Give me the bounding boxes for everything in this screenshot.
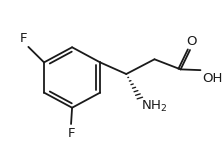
Text: OH: OH — [202, 72, 223, 85]
Text: F: F — [67, 127, 75, 140]
Text: O: O — [186, 35, 197, 48]
Text: F: F — [19, 32, 27, 45]
Text: NH$_2$: NH$_2$ — [141, 99, 167, 114]
